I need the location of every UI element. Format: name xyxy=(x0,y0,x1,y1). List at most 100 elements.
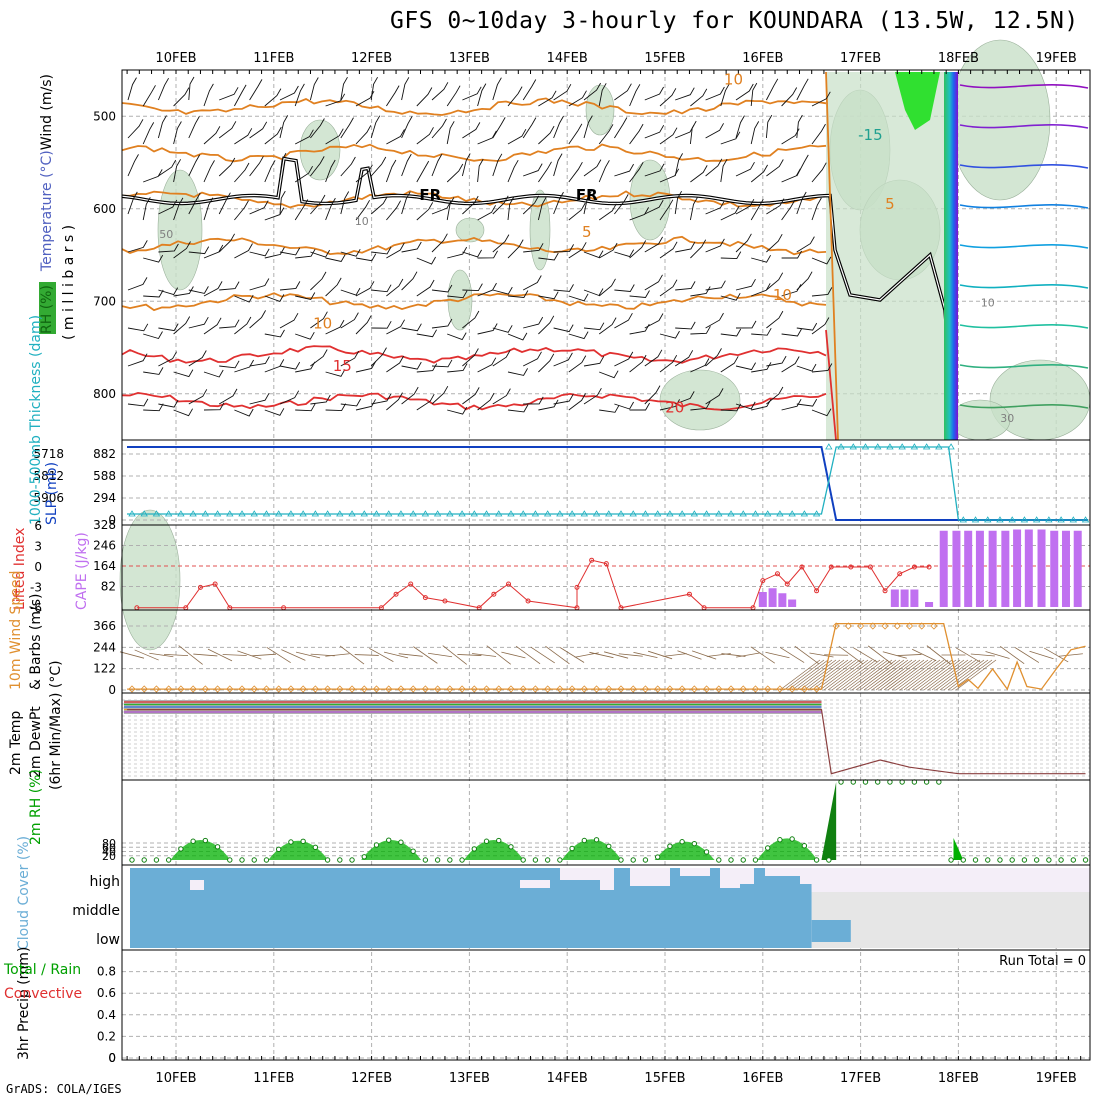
wind-barb xyxy=(690,88,708,107)
wind-barb xyxy=(219,319,240,329)
cape-bar xyxy=(964,530,973,607)
contour-label: 15 xyxy=(333,357,352,375)
cape-tick-label: 246 xyxy=(93,539,116,553)
thickness-marker xyxy=(996,516,1004,523)
lifted-index-point xyxy=(897,571,903,577)
wind-speed-marker xyxy=(905,622,914,630)
wind-barb xyxy=(553,324,574,333)
rh2m-point xyxy=(508,844,514,850)
wind-barb xyxy=(416,393,435,411)
surface-wind-barb-dense xyxy=(911,659,953,691)
wind-barb xyxy=(598,317,617,335)
wind-barb xyxy=(477,130,497,145)
wind-barb xyxy=(249,248,270,257)
wind-barb xyxy=(401,153,412,177)
wind-barb xyxy=(386,200,401,221)
wind-barb xyxy=(325,128,344,145)
wind-barb xyxy=(188,192,201,215)
rh2m-point xyxy=(141,857,147,863)
thickness-marker xyxy=(1008,516,1016,523)
wind-barb xyxy=(690,401,711,411)
wind-barb xyxy=(538,161,552,183)
thickness-marker xyxy=(592,510,601,517)
wind-barb xyxy=(325,277,342,297)
temp-contour-after xyxy=(959,204,1089,209)
wind-barb xyxy=(447,332,467,341)
date-label-top: 10FEB xyxy=(155,51,196,66)
surface-wind-barb-dense xyxy=(939,659,981,691)
rh2m-point xyxy=(544,857,551,863)
thickness-marker xyxy=(238,510,246,517)
date-label-top: 18FEB xyxy=(938,51,979,66)
wind-barb xyxy=(218,121,237,139)
precip-tick-label: 0.8 xyxy=(97,965,116,979)
surface-wind-barb xyxy=(134,649,159,661)
wind-speed-marker xyxy=(495,685,503,693)
wind-barb xyxy=(234,200,249,221)
wind-speed-marker xyxy=(702,685,711,693)
wind-barb xyxy=(765,114,773,139)
wind-barb xyxy=(462,348,479,367)
wind-barb xyxy=(583,387,602,405)
wind-barb xyxy=(553,153,563,177)
wind-barb xyxy=(522,79,537,101)
wind-barb xyxy=(157,77,169,101)
wind-speed-marker xyxy=(250,685,258,693)
wind-barb xyxy=(234,316,252,335)
rh2m-point xyxy=(373,842,380,848)
surface-wind-barb xyxy=(691,650,717,660)
rh2m-point xyxy=(1033,857,1040,863)
isotherm-line xyxy=(121,190,827,209)
cloud-gap xyxy=(765,868,805,876)
wind-speed-marker xyxy=(857,622,865,630)
wind-barb xyxy=(507,196,515,221)
thickness-marker xyxy=(690,510,699,517)
wind-barb xyxy=(477,250,498,259)
thickness-marker xyxy=(274,510,283,517)
rh2m-point xyxy=(593,837,600,843)
thickness-marker xyxy=(984,516,992,523)
wind-barb xyxy=(720,403,742,412)
surface-wind-barb-dense xyxy=(903,659,945,691)
rh2m-point xyxy=(691,840,698,847)
date-label-bottom: 18FEB xyxy=(938,1071,979,1086)
thickness-marker xyxy=(482,510,491,517)
temp-contour-after xyxy=(959,364,1089,369)
wind-barb xyxy=(446,163,464,183)
cloud-gap xyxy=(800,868,820,884)
thickness-marker xyxy=(372,510,381,517)
contour-label: 10 xyxy=(981,296,995,309)
wind-barb xyxy=(705,238,725,253)
wind-barb xyxy=(796,363,817,372)
thickness-marker xyxy=(776,510,784,517)
wind-barb xyxy=(538,353,555,373)
wind-barb xyxy=(143,289,164,298)
cloud-label: Cloud Cover (%) xyxy=(16,836,32,950)
wind-barb xyxy=(158,159,177,177)
wind-barb xyxy=(234,128,253,145)
wind-barb xyxy=(386,355,404,373)
upper-ylabel: RH (%) Temperature (°C)Wind (m/s) xyxy=(39,74,55,334)
wind-barb xyxy=(659,354,678,373)
wind-barb xyxy=(720,356,739,373)
wind-barb xyxy=(158,243,179,253)
wind-barb xyxy=(750,198,764,221)
wind-tick-label: 0 xyxy=(108,683,116,697)
wind-speed-marker xyxy=(385,685,393,693)
wind-barb xyxy=(143,169,163,183)
wind-barb xyxy=(720,131,741,145)
wind-barb xyxy=(462,310,480,329)
rh2m-area xyxy=(170,840,231,860)
surface-wind-barb-dense xyxy=(895,659,937,691)
lifted-index-point xyxy=(408,581,414,587)
surface-wind-barb-dense xyxy=(811,659,853,691)
contour-label: -15 xyxy=(858,126,883,144)
thickness-tick-label: 5906 xyxy=(33,491,64,505)
wind-speed-marker xyxy=(275,685,283,693)
surface-wind-barb xyxy=(867,645,893,665)
wind-barb xyxy=(735,401,756,410)
wind-barb xyxy=(203,197,214,221)
wind-barb xyxy=(340,350,360,367)
wind-barb xyxy=(477,205,496,221)
wind-barb xyxy=(279,390,300,405)
